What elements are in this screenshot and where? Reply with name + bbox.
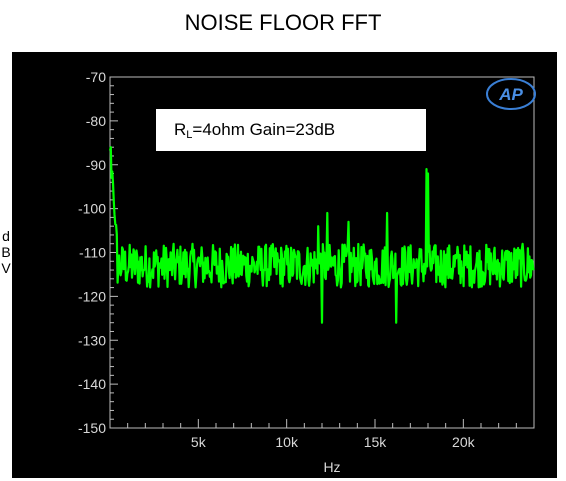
chart-title: NOISE FLOOR FFT bbox=[184, 10, 382, 35]
annotation-subscript: L bbox=[186, 129, 193, 141]
ap-logo-text: AP bbox=[498, 85, 523, 104]
y-tick-label: -80 bbox=[86, 113, 106, 129]
fft-chart: -70 -80 -90 -100 -110 -120 -130 -140 -150 5k 10k 15… bbox=[78, 69, 536, 475]
annotation-text: RL=4ohm Gain=23dB bbox=[174, 120, 335, 141]
y-tick-label: -100 bbox=[78, 201, 106, 217]
ap-logo-ring bbox=[486, 78, 536, 110]
y-tick-label: -140 bbox=[78, 376, 106, 392]
x-tick-label: 5k bbox=[191, 434, 207, 450]
x-tick-label: 20k bbox=[452, 434, 476, 450]
series-line bbox=[108, 146, 535, 324]
y-tick-label: -120 bbox=[78, 288, 106, 304]
y-axis-label-char: V bbox=[1, 260, 11, 276]
y-tick-label: -110 bbox=[79, 245, 106, 261]
annotation-rest: =4ohm Gain=23dB bbox=[192, 120, 336, 139]
annotation-box: RL=4ohm Gain=23dB bbox=[156, 109, 426, 151]
y-axis-label-char: d bbox=[2, 228, 10, 244]
y-tick-label: -90 bbox=[86, 157, 106, 173]
y-tick-label: -70 bbox=[86, 69, 106, 85]
y-tick-label: -150 bbox=[78, 420, 106, 436]
y-tick-label: -130 bbox=[78, 332, 106, 348]
x-tick-label: 10k bbox=[275, 434, 299, 450]
y-axis-label: d B V bbox=[0, 228, 12, 276]
x-axis-label: Hz bbox=[323, 459, 340, 475]
x-tick-label: 15k bbox=[364, 434, 388, 450]
y-axis-label-char: B bbox=[1, 244, 11, 260]
annotation-prefix: R bbox=[174, 120, 187, 139]
